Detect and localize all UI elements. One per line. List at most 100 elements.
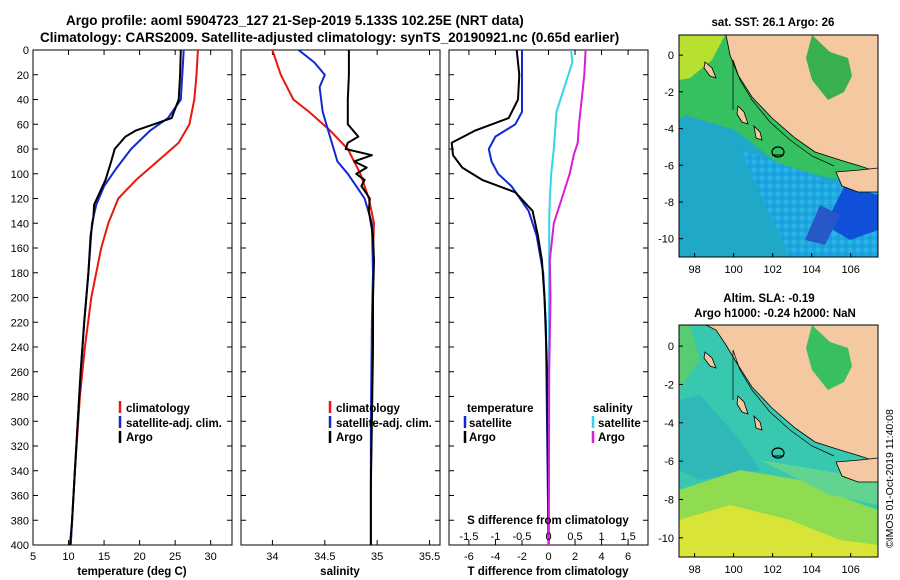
difference-legend-s-satellite: satellite <box>598 418 641 430</box>
salinity-x-ticks: 34 34.5 35 35.5 <box>266 50 440 563</box>
difference-x-ticks: -6 -4 -2 0 2 4 6 <box>464 50 631 563</box>
temperature-x-tick-label: 5 <box>30 551 36 563</box>
sla-land-java <box>835 457 878 483</box>
depth-tick-label: 40 <box>17 95 29 107</box>
difference-line-t-argo <box>450 50 550 545</box>
difference-x-tick-label: 0 <box>545 551 551 563</box>
salinity-x-tick-label: 35.5 <box>419 551 440 563</box>
sla-argo-marker <box>771 447 785 459</box>
difference-s-tick-label: 0 <box>545 531 551 543</box>
difference-legend-t-argo: Argo <box>469 432 496 444</box>
depth-tick-label: 0 <box>23 45 29 57</box>
sst-very-warm-patch <box>679 35 725 80</box>
sla-map-field <box>679 325 878 557</box>
title-line2: Climatology: CARS2009. Satellite-adjuste… <box>40 30 619 45</box>
sst-map-title: sat. SST: 26.1 Argo: 26 <box>712 17 835 29</box>
sla-map-y-tick-label: -8 <box>664 494 674 506</box>
salinity-x-tick-label: 35 <box>371 551 383 563</box>
temperature-x-tick-label: 10 <box>62 551 74 563</box>
sla-map-title: Altim. SLA: -0.19 <box>723 293 814 305</box>
sst-map-x-tick-label: 100 <box>724 264 742 276</box>
depth-tick-label: 80 <box>17 144 29 156</box>
sst-map-y-ticks: 0 -2 -4 -6 -8 -10 <box>658 50 683 246</box>
sst-island <box>736 105 749 125</box>
sst-cold-streak <box>805 205 840 245</box>
depth-tick-label: 60 <box>17 119 29 131</box>
sla-map-x-tick-label: 106 <box>842 564 860 576</box>
temperature-x-tick-label: 20 <box>133 551 145 563</box>
difference-legend-temperature-title: temperature <box>467 403 533 415</box>
difference-legend-t-satellite: satellite <box>469 418 512 430</box>
sst-argo-marker <box>771 146 785 158</box>
sla-map-y-tick-label: 0 <box>668 341 674 353</box>
difference-s-tick-label: -1 <box>491 531 501 543</box>
difference-x-tick-label: 2 <box>572 551 578 563</box>
sst-land-java <box>835 167 878 193</box>
imos-watermark: ©IMOS 01-Oct-2019 11:40:08 <box>884 409 896 548</box>
salinity-lines <box>271 50 375 545</box>
sla-map-subtitle: Argo h1000: -0.24 h2000: NaN <box>694 308 856 320</box>
salinity-x-tick-label: 34 <box>266 551 278 563</box>
sla-bathymetry-contour <box>732 349 835 457</box>
depth-tick-label: 200 <box>11 293 29 305</box>
difference-x-tick-label: -2 <box>517 551 527 563</box>
depth-tick-label: 120 <box>11 194 29 206</box>
difference-x-tick-label: 6 <box>625 551 631 563</box>
difference-s-tick-label: 1.5 <box>620 531 635 543</box>
difference-s-tick-label: -1.5 <box>459 531 478 543</box>
sst-map-x-tick-label: 106 <box>842 264 860 276</box>
salinity-legend-climatology: climatology <box>336 403 401 415</box>
depth-tick-label: 360 <box>11 491 29 503</box>
temperature-lines <box>69 50 199 545</box>
sla-map-y-tick-label: -6 <box>664 456 674 468</box>
sla-lower-patch <box>679 395 760 480</box>
salinity-y-ticks <box>241 49 440 546</box>
sst-map-y-tick-label: -10 <box>658 234 674 246</box>
salinity-legend: climatology satellite-adj. clim. Argo <box>328 401 432 444</box>
difference-y-ticks <box>449 49 648 546</box>
sst-island <box>753 124 763 141</box>
difference-s-label: S difference from climatology <box>467 515 629 527</box>
sst-map-y-tick-label: -6 <box>664 160 674 172</box>
sst-map-x-ticks: 98 100 102 104 106 <box>688 253 860 276</box>
difference-lines <box>450 50 587 545</box>
sst-map-field <box>679 35 878 257</box>
sla-raised-patch <box>679 325 700 390</box>
sla-map-x-ticks: 98 100 102 104 106 <box>688 553 860 576</box>
difference-legend-salinity-title: salinity <box>593 403 633 415</box>
salinity-legend-satellite: satellite-adj. clim. <box>336 418 432 430</box>
sst-map-y-tick-label: 0 <box>668 50 674 62</box>
temperature-legend-satellite: satellite-adj. clim. <box>126 418 222 430</box>
title-line1: Argo profile: aoml 5904723_127 21-Sep-20… <box>66 13 524 28</box>
sst-map-frame <box>678 34 879 258</box>
difference-line-s-satellite <box>547 50 574 545</box>
difference-x-tick-label: -4 <box>491 551 501 563</box>
temperature-legend-argo: Argo <box>126 432 153 444</box>
temperature-line-climatology <box>69 50 199 545</box>
sst-map-panel: sat. SST: 26.1 Argo: 26 98 100 102 104 106 0… <box>658 17 879 276</box>
temperature-axes-frame <box>32 49 233 546</box>
salinity-panel: 34 34.5 35 35.5 salinity climatology satell… <box>240 49 441 578</box>
depth-tick-label: 220 <box>11 317 29 329</box>
difference-s-tick-label: 1 <box>599 531 605 543</box>
temperature-legend: climatology satellite-adj. clim. Argo <box>118 401 222 444</box>
depth-tick-label: 100 <box>11 169 29 181</box>
depth-tick-label: 340 <box>11 466 29 478</box>
temperature-panel: 0 20 40 60 80 100 120 140 160 180 200 220 240 260 280 3… <box>11 45 233 578</box>
sla-island <box>736 395 749 415</box>
depth-tick-label: 380 <box>11 515 29 527</box>
temperature-x-label: temperature (deg C) <box>77 566 186 578</box>
difference-s-tick-label: 0.5 <box>567 531 582 543</box>
temperature-x-tick-label: 25 <box>169 551 181 563</box>
difference-line-s-argo <box>547 50 587 545</box>
depth-tick-label: 20 <box>17 70 29 82</box>
sla-highest-band <box>679 505 878 557</box>
depth-tick-label: 160 <box>11 243 29 255</box>
sla-shallow-sea <box>806 325 852 390</box>
sst-map-x-tick-label: 102 <box>763 264 781 276</box>
salinity-line-argo <box>344 50 375 545</box>
sst-map-y-tick-label: -2 <box>664 87 674 99</box>
difference-x-tick-label: 4 <box>599 551 605 563</box>
sla-island <box>703 351 717 369</box>
